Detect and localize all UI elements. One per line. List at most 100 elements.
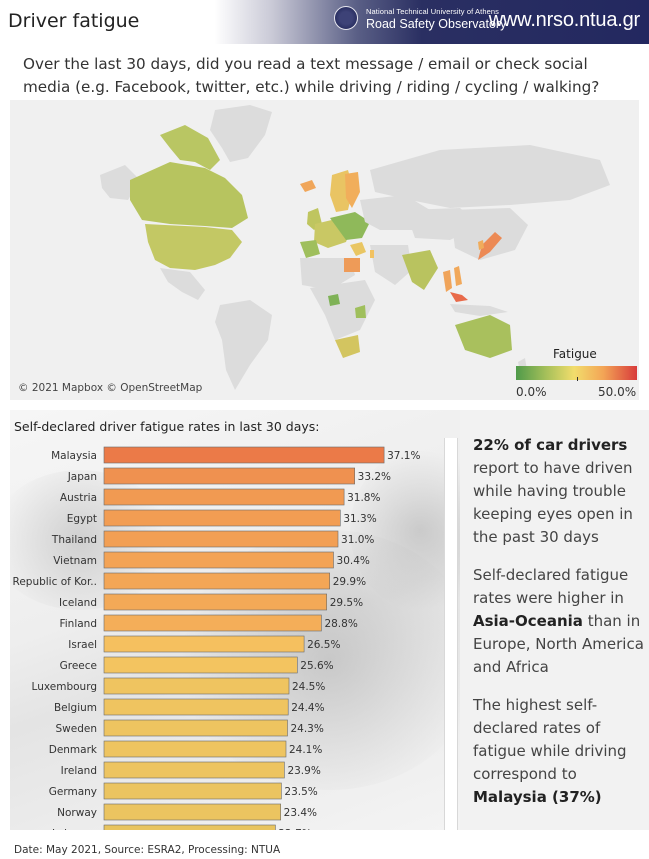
bar-value-label: 30.4% [337, 555, 370, 567]
bar-category-label: Egypt [67, 513, 97, 525]
map-region-central-africa[interactable] [310, 280, 375, 340]
bar-category-label: Greece [60, 660, 97, 672]
bar-category-label: Thailand [51, 534, 97, 546]
map-country-canada[interactable] [130, 162, 248, 228]
insight-1: 22% of car drivers report to have driven… [473, 434, 645, 549]
insight-2-bold: Asia-Oceania [473, 612, 583, 630]
map-country-south-africa[interactable] [335, 335, 360, 358]
map-country-finland[interactable] [345, 172, 360, 208]
bar[interactable] [103, 698, 289, 716]
header-banner: Driver fatigue National Technical Univer… [0, 0, 649, 44]
bar-value-label: 25.6% [300, 660, 333, 672]
bar-value-label: 23.4% [284, 807, 317, 819]
bar-value-label: 29.5% [330, 597, 363, 609]
map-country-kenya[interactable] [355, 305, 366, 318]
bar-value-label: 24.5% [292, 681, 325, 693]
insight-3-bold: Malaysia (37%) [473, 788, 602, 806]
map-country-nigeria[interactable] [328, 294, 340, 306]
bar-category-label: Sweden [56, 723, 98, 735]
bar-value-label: 24.3% [290, 723, 323, 735]
bar[interactable] [103, 635, 305, 653]
chart-title: Self-declared driver fatigue rates in la… [14, 419, 320, 434]
map-canvas[interactable] [10, 100, 639, 400]
map-country-israel[interactable] [370, 250, 374, 258]
map-region-greenland[interactable] [210, 105, 272, 162]
bar[interactable] [103, 719, 288, 737]
map-country-india[interactable] [402, 250, 438, 290]
bar[interactable] [103, 467, 355, 485]
map-region-russia[interactable] [370, 145, 610, 208]
bar-category-label: Israel [68, 639, 97, 651]
map-country-vietnam[interactable] [454, 266, 462, 286]
insight-3: The highest self-declared rates of fatig… [473, 694, 645, 809]
bar-category-label: Ireland [61, 765, 97, 777]
map-attribution: © 2021 Mapbox © OpenStreetMap [18, 382, 203, 394]
bar[interactable] [103, 446, 385, 464]
map-country-thailand[interactable] [443, 270, 452, 292]
bar[interactable] [103, 656, 298, 674]
bar[interactable] [103, 740, 287, 758]
world-map[interactable] [10, 100, 639, 400]
bar-value-label: 31.3% [343, 513, 376, 525]
insight-1-bold: 22% of car drivers [473, 436, 628, 454]
bar[interactable] [103, 761, 285, 779]
bar[interactable] [103, 530, 339, 548]
bar[interactable] [103, 509, 341, 527]
bar-value-label: 29.9% [333, 576, 366, 588]
footer-source: Date: May 2021, Source: ESRA2, Processin… [14, 844, 281, 856]
chart-scrollbar[interactable] [444, 438, 458, 830]
map-region-iberia[interactable] [300, 240, 320, 258]
insight-3-text: The highest self-declared rates of fatig… [473, 696, 627, 783]
map-country-australia[interactable] [455, 315, 512, 358]
bar[interactable] [103, 677, 290, 695]
bar-value-label: 31.8% [347, 492, 380, 504]
map-country-south-korea[interactable] [478, 240, 484, 250]
background-photo-shape [350, 450, 460, 610]
bar[interactable] [103, 572, 330, 590]
bar[interactable] [103, 593, 327, 611]
map-country-greece[interactable] [350, 242, 366, 256]
map-region-indonesia[interactable] [450, 304, 508, 316]
insight-1-text: report to have driven while having troub… [473, 459, 633, 546]
insight-2: Self-declared fatigue rates were higher … [473, 564, 645, 679]
bar[interactable] [103, 488, 345, 506]
bar[interactable] [103, 614, 322, 632]
bar-category-label: Vietnam [53, 555, 97, 567]
bar-category-label: Germany [49, 786, 97, 798]
bar[interactable] [103, 824, 276, 830]
bar-value-label: 31.0% [341, 534, 374, 546]
map-country-mexico[interactable] [160, 268, 205, 300]
bar-value-label: 26.5% [307, 639, 340, 651]
university-seal-icon [334, 6, 358, 30]
insight-2-text-b: than in Europe, North America and Africa [473, 612, 644, 676]
map-region-canada-north[interactable] [160, 125, 220, 170]
bar[interactable] [103, 782, 282, 800]
site-url-link[interactable]: www.nrso.ntua.gr [488, 9, 641, 31]
map-country-malaysia[interactable] [450, 292, 468, 302]
map-region-central-europe[interactable] [330, 212, 370, 240]
map-country-japan[interactable] [478, 232, 502, 260]
bar-category-label: Denmark [49, 744, 98, 756]
bar-value-label: 28.8% [324, 618, 357, 630]
bar-value-label: 37.1% [387, 450, 420, 462]
bar-category-label: Republic of Kor.. [13, 576, 98, 588]
insights-panel [460, 410, 649, 830]
bar-value-label: 33.2% [358, 471, 391, 483]
bar-category-label: Norway [57, 807, 97, 819]
bar-value-label: 23.5% [284, 786, 317, 798]
bar[interactable] [103, 551, 334, 569]
map-region-middle-east[interactable] [370, 245, 412, 285]
bar-category-label: Finland [59, 618, 97, 630]
map-region-north-africa[interactable] [300, 258, 355, 290]
map-region-brazil[interactable] [234, 310, 268, 348]
bar-category-label: Malaysia [51, 450, 97, 462]
bar-category-label: Iceland [59, 597, 97, 609]
bar[interactable] [103, 803, 281, 821]
map-country-iceland[interactable] [300, 180, 316, 192]
bar-category-label: Luxembourg [32, 681, 97, 693]
map-country-egypt[interactable] [344, 258, 360, 272]
bar-value-label: 22.7% [278, 828, 311, 830]
bar-chart[interactable]: Malaysia 37.1% Japan 33.2% Austria 31.8% Egypt… [0, 0, 649, 830]
map-country-china[interactable] [450, 208, 528, 260]
map-country-usa[interactable] [145, 224, 242, 270]
